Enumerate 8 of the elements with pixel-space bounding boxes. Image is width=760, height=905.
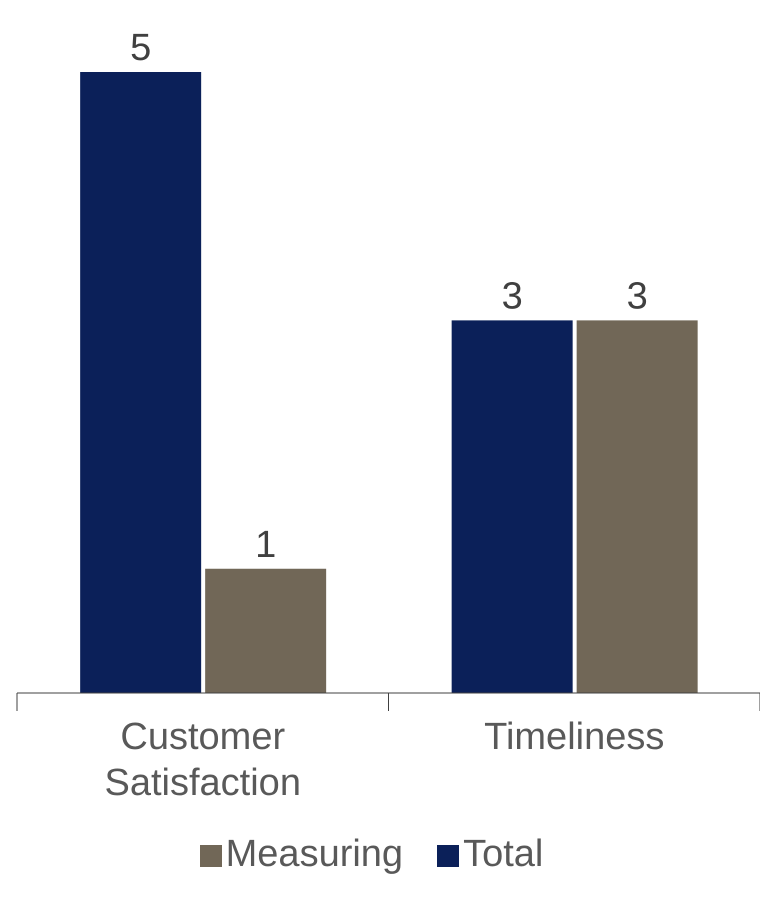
data-label: 3 bbox=[626, 275, 648, 318]
data-label: 5 bbox=[130, 27, 152, 69]
x-tick-label: Customer Satisfaction bbox=[104, 716, 301, 804]
x-tick-label: Timeliness bbox=[484, 716, 664, 758]
legend-label: Total bbox=[463, 833, 544, 875]
data-label: 1 bbox=[255, 524, 276, 566]
data-label: 3 bbox=[502, 275, 523, 318]
legend-label: Measuring bbox=[226, 833, 404, 875]
